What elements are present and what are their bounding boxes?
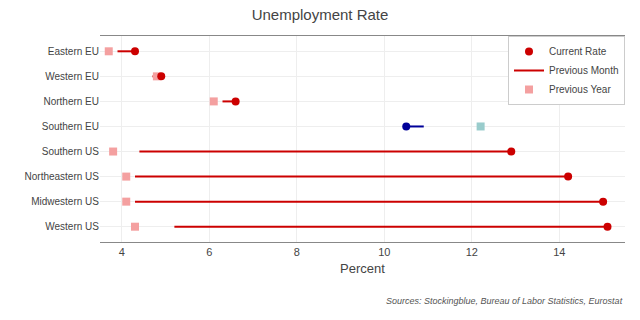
svg-text:Percent: Percent	[340, 261, 385, 276]
svg-text:4: 4	[119, 246, 125, 258]
svg-text:Southern EU: Southern EU	[42, 121, 99, 132]
svg-text:Eastern EU: Eastern EU	[48, 46, 99, 57]
svg-text:Current Rate: Current Rate	[549, 46, 607, 57]
svg-text:Midwestern US: Midwestern US	[31, 196, 99, 207]
svg-text:Sources: Stockingblue, Bureau: Sources: Stockingblue, Bureau of Labor S…	[386, 296, 623, 306]
svg-text:Western EU: Western EU	[45, 71, 99, 82]
svg-text:Western US: Western US	[45, 221, 99, 232]
svg-text:Unemployment Rate: Unemployment Rate	[252, 6, 389, 23]
svg-text:12: 12	[466, 246, 478, 258]
svg-text:Northeastern US: Northeastern US	[25, 171, 100, 182]
svg-text:14: 14	[553, 246, 565, 258]
svg-text:8: 8	[294, 246, 300, 258]
svg-text:Northern EU: Northern EU	[43, 96, 99, 107]
svg-text:Previous Year: Previous Year	[549, 84, 611, 95]
svg-text:Southern US: Southern US	[42, 146, 100, 157]
svg-text:6: 6	[206, 246, 212, 258]
svg-text:Previous Month: Previous Month	[549, 65, 618, 76]
svg-text:10: 10	[378, 246, 390, 258]
